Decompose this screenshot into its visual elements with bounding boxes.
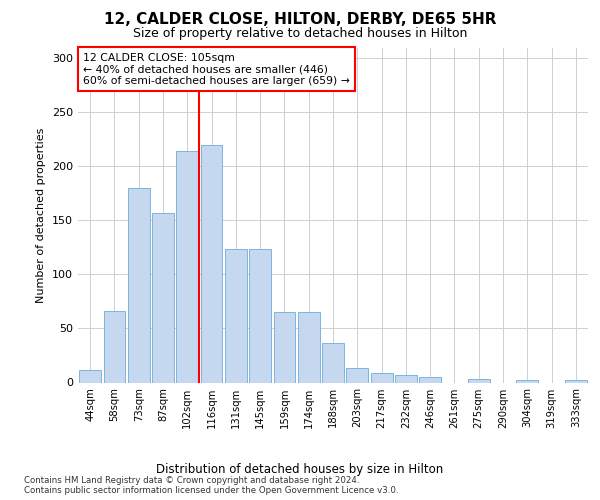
Bar xyxy=(274,312,295,382)
Bar xyxy=(565,380,587,382)
Bar xyxy=(395,375,417,382)
Bar xyxy=(104,311,125,382)
Bar xyxy=(371,373,392,382)
Text: 12, CALDER CLOSE, HILTON, DERBY, DE65 5HR: 12, CALDER CLOSE, HILTON, DERBY, DE65 5H… xyxy=(104,12,496,28)
Bar xyxy=(176,151,198,382)
Bar xyxy=(419,377,441,382)
Text: Distribution of detached houses by size in Hilton: Distribution of detached houses by size … xyxy=(157,462,443,475)
Bar xyxy=(200,145,223,382)
Bar xyxy=(128,188,149,382)
Bar xyxy=(152,213,174,382)
Bar xyxy=(322,342,344,382)
Text: 12 CALDER CLOSE: 105sqm
← 40% of detached houses are smaller (446)
60% of semi-d: 12 CALDER CLOSE: 105sqm ← 40% of detache… xyxy=(83,52,350,86)
Y-axis label: Number of detached properties: Number of detached properties xyxy=(37,128,46,302)
Bar xyxy=(346,368,368,382)
Bar xyxy=(79,370,101,382)
Bar xyxy=(225,248,247,382)
Text: Size of property relative to detached houses in Hilton: Size of property relative to detached ho… xyxy=(133,28,467,40)
Bar xyxy=(468,380,490,382)
Bar xyxy=(517,380,538,382)
Bar xyxy=(298,312,320,382)
Text: Contains HM Land Registry data © Crown copyright and database right 2024.
Contai: Contains HM Land Registry data © Crown c… xyxy=(24,476,398,495)
Bar xyxy=(249,248,271,382)
